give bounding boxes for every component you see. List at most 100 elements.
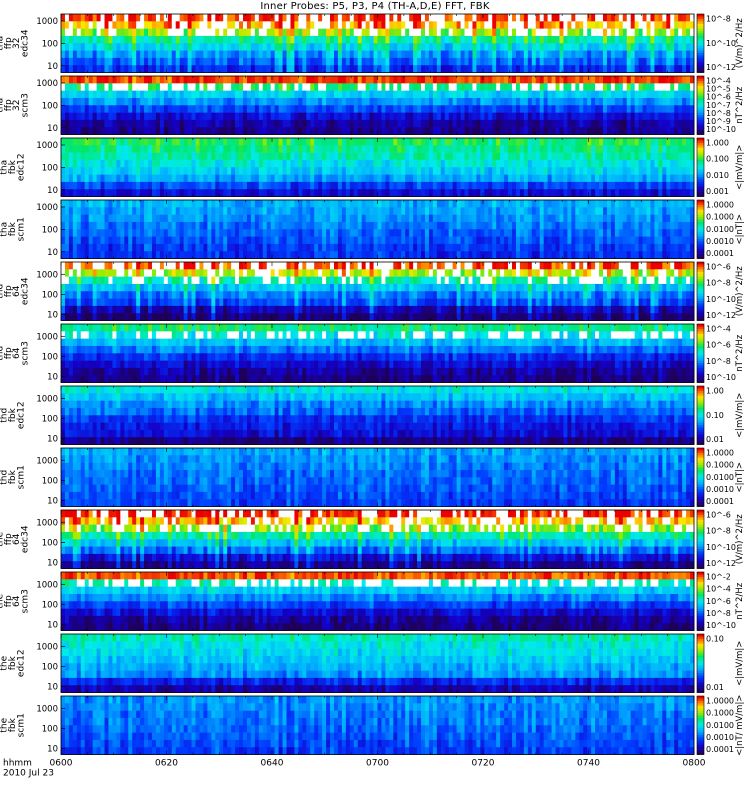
heatmap-cell [132,167,137,175]
heatmap-cell [298,97,303,106]
heatmap-cell [405,243,410,252]
heatmap-cell [476,57,481,66]
heatmap-cell [223,236,228,245]
heatmap-cell [480,189,485,197]
heatmap-cell [235,35,240,44]
heatmap-cell [448,127,454,135]
heatmap-cell [76,83,82,91]
heatmap-cell [551,90,556,99]
heatmap-cell [630,138,636,146]
heatmap-cell [104,229,109,237]
heatmap-cell [413,90,418,99]
heatmap-cell [674,127,679,135]
heatmap-cell [634,189,640,197]
heatmap-cell [302,76,307,84]
heatmap-cell [417,97,422,106]
heatmap-cell [555,105,560,113]
heatmap-cell [626,97,632,106]
colorbar-segment [697,194,704,197]
heatmap-cell [626,119,632,128]
heatmap-cell [298,174,303,183]
heatmap-cell [120,145,125,153]
heatmap-cell [484,105,489,113]
heatmap-cell [480,251,485,259]
heatmap-cell [163,90,169,99]
heatmap-cell [136,251,141,259]
heatmap-cell [203,214,208,223]
heatmap-cell [96,112,101,121]
heatmap-cell [428,97,434,106]
heatmap-cell [539,14,545,22]
heatmap-cell [591,50,596,59]
heatmap-cell [468,76,473,84]
heatmap-cell [583,65,588,73]
heatmap-cell [215,97,220,106]
heatmap-cell [662,97,667,106]
heatmap-cell [167,97,173,106]
heatmap-cell [523,28,529,37]
heatmap-cell [191,97,196,106]
heatmap-cell [452,90,458,99]
heatmap-cell [567,127,572,135]
heatmap-cell [658,105,663,113]
heatmap-cell [488,105,493,113]
heatmap-cell [610,174,616,183]
heatmap-cell [132,174,137,183]
heatmap-cell [136,189,141,197]
heatmap-cell [559,76,564,84]
heatmap-cell [108,236,113,245]
heatmap-cell [480,221,485,230]
heatmap-cell [357,119,363,128]
heatmap-cell [116,243,121,252]
heatmap-cell [575,97,580,106]
heatmap-cell [603,57,608,66]
heatmap-cell [610,138,616,146]
heatmap-cell [535,138,541,146]
heatmap-cell [626,138,632,146]
heatmap-cell [393,152,398,161]
heatmap-cell [591,159,596,168]
heatmap-cell [262,90,268,99]
heatmap-cell [215,76,220,84]
heatmap-cell [124,181,129,190]
heatmap-cell [215,90,220,99]
heatmap-cell [88,90,94,99]
heatmap-cell [519,50,525,59]
heatmap-cell [614,28,620,37]
heatmap-cell [428,221,434,230]
heatmap-cell [472,229,477,237]
heatmap-cell [270,35,276,44]
heatmap-cell [187,229,192,237]
heatmap-cell [116,189,121,197]
heatmap-cell [512,167,517,175]
heatmap-cell [610,181,616,190]
heatmap-cell [444,145,450,153]
heatmap-cell [504,35,509,44]
heatmap-cell [76,138,82,146]
heatmap-cell [132,214,137,223]
colorbar-segment [697,90,704,94]
heatmap-cell [682,112,687,121]
heatmap-cell [282,127,287,135]
heatmap-cell [595,145,600,153]
colorbar-tick-label: 10^-10 [706,125,736,134]
heatmap-cell [638,57,643,66]
heatmap-cell [381,214,386,223]
heatmap-cell [492,119,497,128]
heatmap-cell [405,76,410,84]
heatmap-cell [583,21,588,29]
heatmap-cell [96,251,101,259]
heatmap-cell [595,189,600,197]
heatmap-cell [424,159,430,168]
heatmap-cell [100,105,105,113]
heatmap-cell [654,50,659,59]
heatmap-cell [270,83,276,91]
heatmap-cell [642,145,647,153]
heatmap-cell [282,138,287,146]
heatmap-cell [155,112,161,121]
heatmap-cell [318,181,323,190]
heatmap-cell [417,119,422,128]
heatmap-cell [191,174,196,183]
heatmap-cell [452,83,458,91]
heatmap-cell [72,174,78,183]
